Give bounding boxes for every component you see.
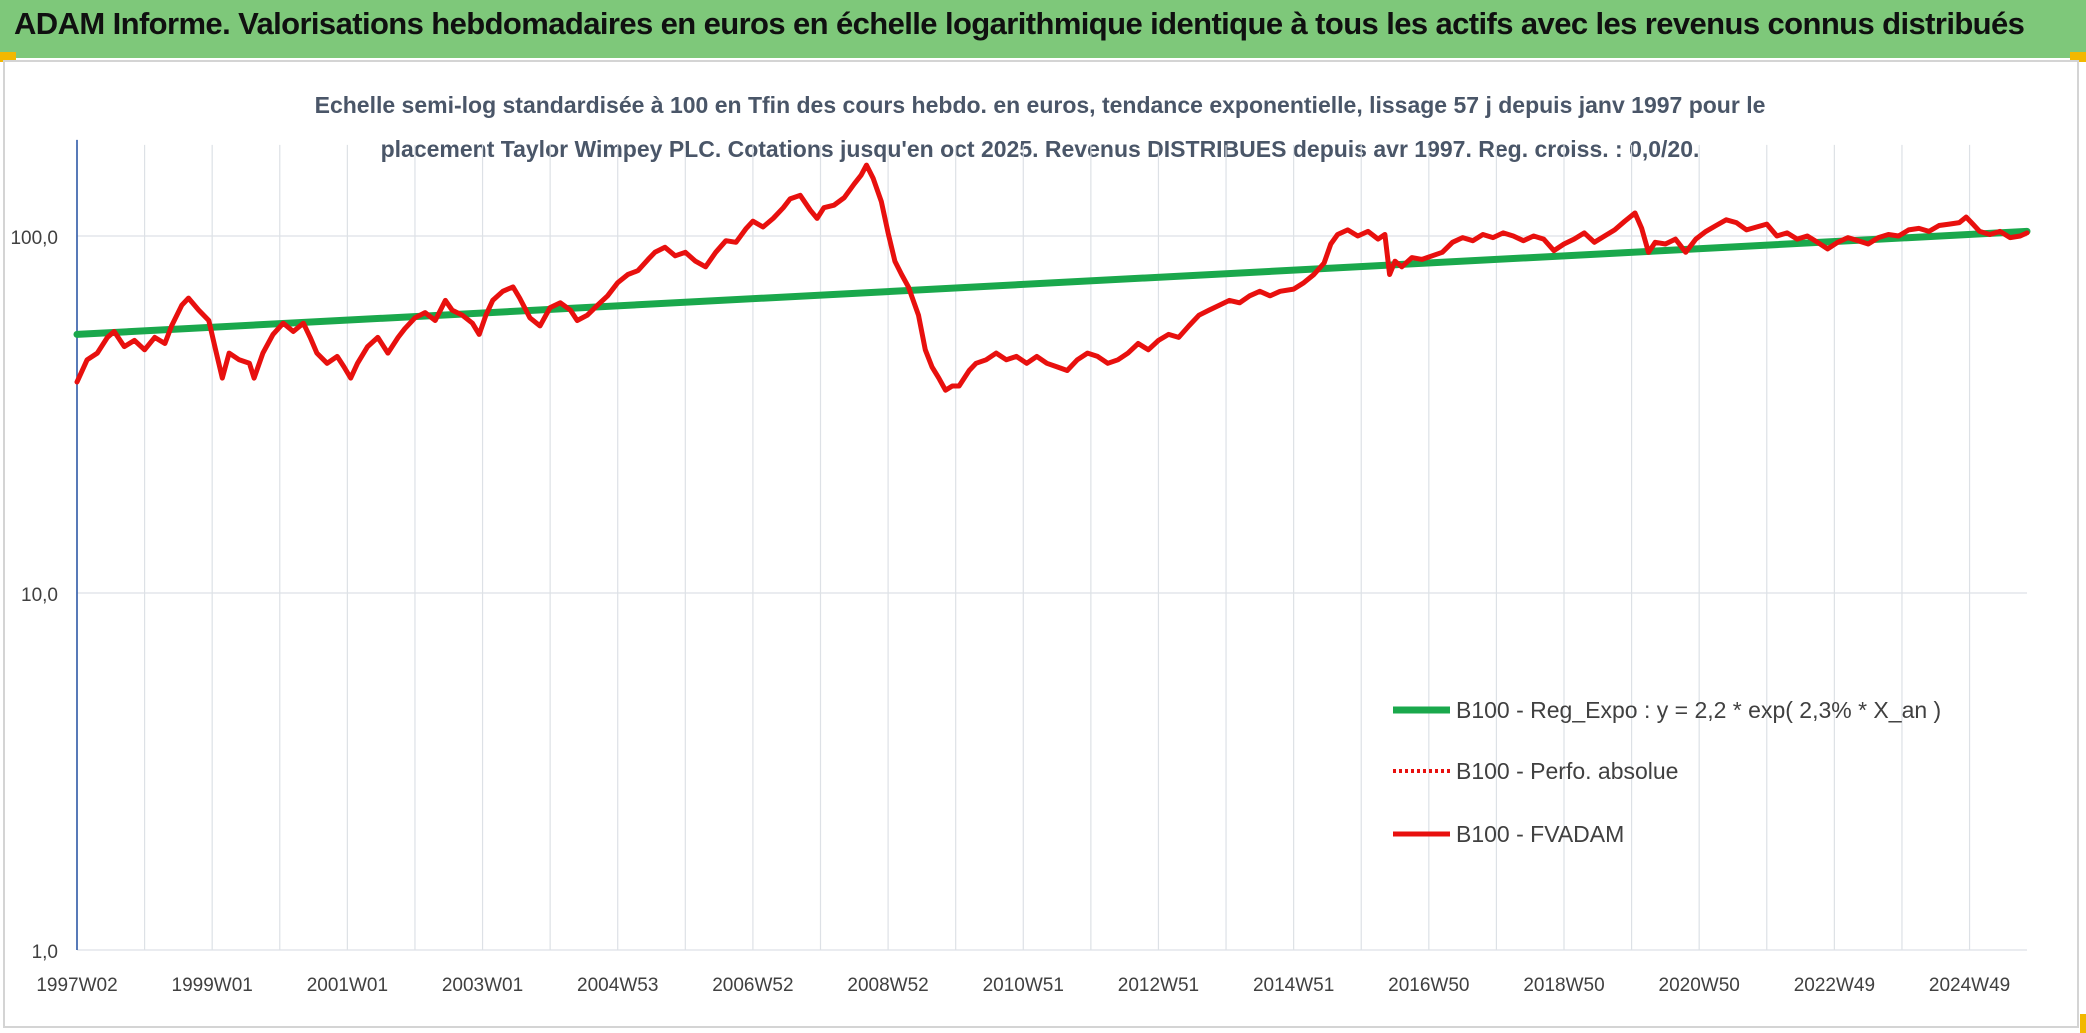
header-bar: ADAM Informe. Valorisations hebdomadaire… (0, 0, 2086, 58)
series-line-solid-green (73, 227, 2031, 338)
x-tick-label: 2014W51 (1253, 975, 1334, 996)
x-tick-label: 1999W01 (172, 975, 253, 996)
x-tick-label: 2022W49 (1794, 975, 1875, 996)
x-tick-label: 2012W51 (1118, 975, 1199, 996)
x-tick-label: 2006W52 (712, 975, 793, 996)
y-tick-label: 1,0 (32, 942, 58, 963)
x-tick-label: 2018W50 (1523, 975, 1604, 996)
legend-label: B100 - Perfo. absolue (1456, 758, 1678, 784)
corner-accent-bottom-right (2080, 1014, 2086, 1033)
chart-title-line-1: Echelle semi-log standardisée à 100 en T… (315, 92, 1766, 118)
x-tick-label: 2010W51 (983, 975, 1064, 996)
y-tick-label: 10,0 (21, 585, 58, 606)
x-tick-label: 2008W52 (847, 975, 928, 996)
x-tick-label: 2004W53 (577, 975, 658, 996)
x-tick-label: 2003W01 (442, 975, 523, 996)
x-tick-label: 2001W01 (307, 975, 388, 996)
legend-label: B100 - Reg_Expo : y = 2,2 * exp( 2,3% * … (1456, 697, 1941, 723)
page-title: ADAM Informe. Valorisations hebdomadaire… (14, 6, 2025, 41)
y-tick-label: 100,0 (10, 228, 58, 249)
x-tick-label: 2020W50 (1659, 975, 1740, 996)
legend-label: B100 - FVADAM (1456, 821, 1624, 847)
x-tick-label: 1997W02 (36, 975, 117, 996)
x-tick-label: 2016W50 (1388, 975, 1469, 996)
chart-title-line-2: placement Taylor Wimpey PLC. Cotations j… (381, 136, 1700, 162)
series-line-solid-red (74, 162, 2030, 393)
corner-accent-left (0, 52, 16, 62)
x-tick-label: 2024W49 (1929, 975, 2010, 996)
corner-accent-right (2070, 52, 2086, 62)
